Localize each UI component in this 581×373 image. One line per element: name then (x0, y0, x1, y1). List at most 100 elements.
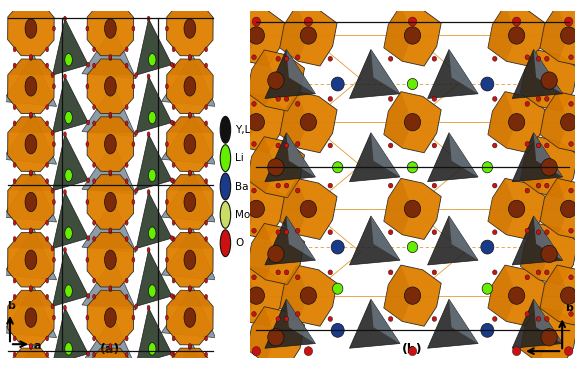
Circle shape (493, 97, 497, 101)
Circle shape (332, 162, 343, 173)
Circle shape (172, 47, 175, 52)
Polygon shape (87, 117, 134, 172)
Circle shape (172, 236, 175, 241)
Circle shape (561, 113, 577, 131)
Text: b: b (7, 301, 15, 311)
Polygon shape (449, 216, 478, 260)
Circle shape (65, 53, 72, 66)
Circle shape (149, 227, 156, 239)
Circle shape (561, 287, 577, 304)
Circle shape (407, 162, 418, 173)
Polygon shape (247, 50, 304, 111)
Polygon shape (540, 92, 581, 153)
Circle shape (276, 56, 281, 61)
Circle shape (105, 366, 116, 373)
Circle shape (331, 77, 344, 91)
Circle shape (569, 101, 573, 106)
Circle shape (544, 230, 549, 235)
Circle shape (51, 304, 54, 309)
Polygon shape (167, 1, 213, 56)
Circle shape (125, 179, 128, 184)
Polygon shape (247, 50, 276, 106)
Circle shape (536, 97, 541, 101)
Polygon shape (8, 290, 54, 345)
Circle shape (92, 336, 96, 341)
Circle shape (52, 257, 55, 262)
Polygon shape (87, 348, 134, 364)
Polygon shape (82, 27, 136, 79)
Polygon shape (286, 216, 315, 260)
Circle shape (205, 236, 207, 241)
Circle shape (536, 183, 541, 188)
Polygon shape (247, 223, 276, 280)
Circle shape (125, 278, 128, 283)
Circle shape (295, 275, 300, 280)
Circle shape (525, 55, 530, 60)
Polygon shape (540, 5, 569, 61)
Circle shape (220, 173, 231, 200)
Circle shape (63, 190, 66, 195)
Circle shape (328, 317, 332, 322)
Polygon shape (87, 175, 134, 191)
Circle shape (25, 134, 37, 154)
Polygon shape (2, 286, 56, 338)
Circle shape (30, 112, 33, 117)
Polygon shape (247, 307, 276, 363)
Circle shape (92, 63, 96, 68)
Circle shape (404, 287, 421, 304)
Circle shape (328, 230, 332, 235)
Polygon shape (512, 216, 562, 265)
Polygon shape (52, 134, 88, 191)
Circle shape (493, 56, 497, 61)
Circle shape (170, 178, 173, 183)
Polygon shape (279, 178, 337, 239)
Polygon shape (136, 19, 172, 75)
Circle shape (51, 188, 54, 193)
Circle shape (63, 132, 66, 137)
Circle shape (252, 142, 256, 147)
Polygon shape (87, 290, 134, 307)
Circle shape (92, 352, 96, 357)
Polygon shape (279, 178, 309, 235)
Circle shape (295, 228, 300, 233)
Circle shape (13, 63, 16, 68)
Circle shape (109, 56, 112, 60)
Polygon shape (449, 299, 478, 344)
Circle shape (30, 286, 33, 291)
Polygon shape (162, 113, 216, 164)
Circle shape (30, 171, 33, 176)
Polygon shape (167, 232, 213, 249)
Polygon shape (8, 232, 54, 249)
Circle shape (92, 121, 96, 126)
Circle shape (46, 179, 49, 184)
Circle shape (166, 315, 168, 320)
Circle shape (109, 170, 112, 175)
Circle shape (87, 120, 89, 125)
Circle shape (432, 183, 437, 188)
Circle shape (46, 121, 49, 126)
Circle shape (432, 317, 437, 322)
Polygon shape (533, 50, 562, 94)
Circle shape (248, 287, 264, 304)
Circle shape (172, 179, 175, 184)
Polygon shape (8, 175, 54, 191)
Circle shape (188, 345, 191, 350)
Circle shape (536, 270, 541, 275)
Circle shape (268, 72, 284, 89)
Polygon shape (279, 92, 337, 153)
Circle shape (388, 230, 393, 235)
Circle shape (205, 47, 207, 52)
Polygon shape (488, 265, 546, 326)
Polygon shape (265, 133, 315, 182)
Polygon shape (162, 344, 216, 373)
Circle shape (525, 101, 530, 106)
Circle shape (13, 278, 16, 283)
Polygon shape (8, 232, 54, 287)
Circle shape (132, 315, 135, 320)
Circle shape (25, 76, 37, 96)
Polygon shape (384, 5, 413, 61)
Polygon shape (488, 5, 517, 61)
Circle shape (13, 220, 16, 225)
Circle shape (132, 200, 135, 204)
Circle shape (172, 278, 175, 283)
